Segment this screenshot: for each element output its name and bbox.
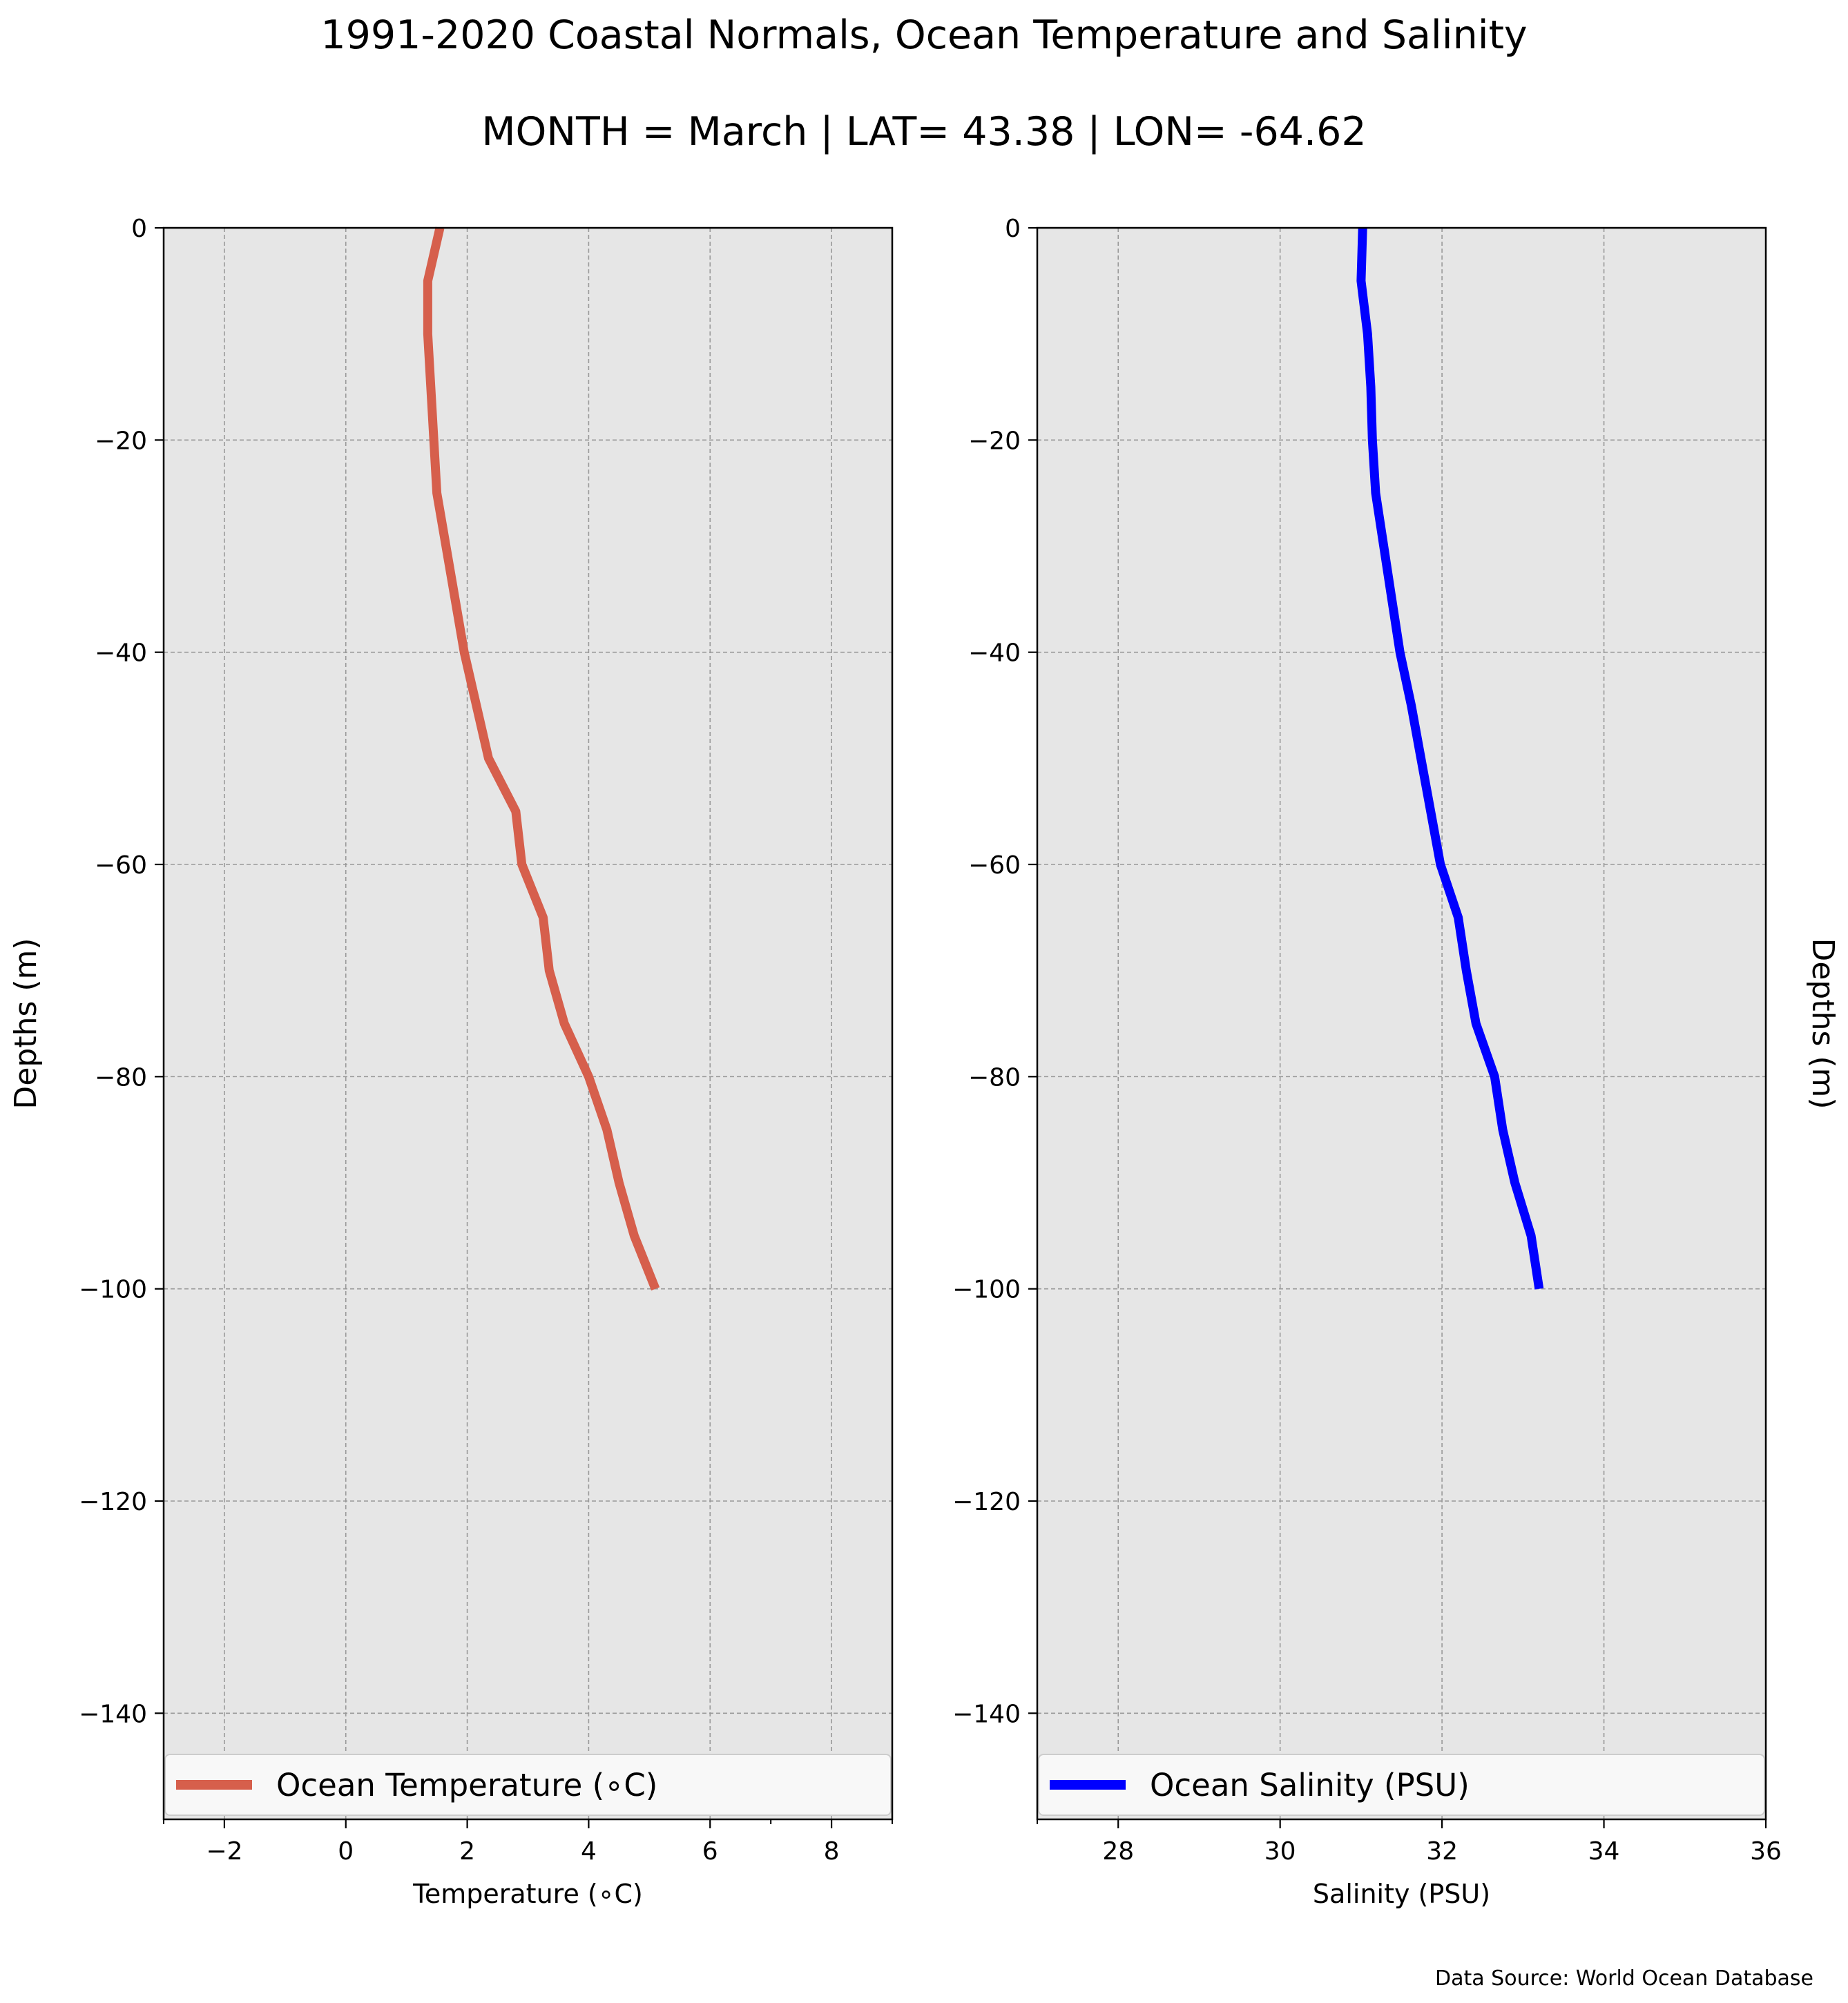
y-axis-label: Depths (m) xyxy=(8,938,44,1109)
legend-label: Ocean Salinity (PSU) xyxy=(1150,1767,1470,1803)
x-axis-label: Temperature (∘C) xyxy=(412,1879,643,1909)
x-tick-label: 6 xyxy=(702,1837,718,1866)
figure-title: 1991-2020 Coastal Normals, Ocean Tempera… xyxy=(320,12,1527,58)
y-tick-label: −120 xyxy=(79,1488,147,1516)
temperature-panel: Ocean Temperature (∘C)−2 0 2 4 6 80−20−40−60−… xyxy=(8,215,894,1909)
series-line xyxy=(1356,227,1544,1290)
x-tick-label: −2 xyxy=(206,1837,242,1866)
x-tick-label: 0 xyxy=(338,1837,354,1866)
y-tick-label: −100 xyxy=(79,1276,147,1304)
y-axis-label: Depths (m) xyxy=(1805,938,1840,1109)
figure-subtitle: MONTH = March | LAT= 43.38 | LON= -64.62 xyxy=(481,109,1366,155)
y-tick-label: 0 xyxy=(1005,215,1021,243)
y-tick-label: 0 xyxy=(131,215,147,243)
x-tick-label: 4 xyxy=(581,1837,597,1866)
plot-area-background xyxy=(1037,228,1766,1819)
y-tick-label: −20 xyxy=(968,427,1021,455)
y-tick-label: −80 xyxy=(95,1063,147,1092)
plot-area-background xyxy=(164,228,892,1819)
y-tick-label: −60 xyxy=(968,851,1021,880)
y-tick-label: −20 xyxy=(95,427,147,455)
legend-box xyxy=(164,1754,892,1816)
x-tick-label: 32 xyxy=(1426,1837,1458,1866)
y-tick-label: −40 xyxy=(95,639,147,668)
y-tick-label: −140 xyxy=(952,1700,1021,1728)
y-tick-label: −120 xyxy=(952,1488,1021,1516)
y-tick-label: −100 xyxy=(952,1276,1021,1304)
salinity-panel: Ocean Salinity (PSU) 28 30 32 34 36 0 −20 −40 −60… xyxy=(952,215,1840,1909)
series-line xyxy=(423,226,660,1291)
data-source-note: Data Source: World Ocean Database xyxy=(1435,1966,1813,1991)
x-axis-label: Salinity (PSU) xyxy=(1313,1879,1490,1909)
axes-frame xyxy=(162,226,894,1821)
x-tick-label: 2 xyxy=(459,1837,475,1866)
x-tick-label: 34 xyxy=(1588,1837,1620,1866)
y-tick-label: −80 xyxy=(968,1063,1021,1092)
y-tick-label: −140 xyxy=(79,1700,147,1728)
axes-frame xyxy=(1036,226,1767,1821)
x-tick-label: 28 xyxy=(1102,1837,1134,1866)
y-tick-label: −60 xyxy=(95,851,147,880)
x-tick-label: 30 xyxy=(1264,1837,1296,1866)
x-tick-label: 36 xyxy=(1750,1837,1782,1866)
y-tick-label: −40 xyxy=(968,639,1021,668)
legend-box xyxy=(1038,1754,1765,1816)
x-tick-label: 8 xyxy=(824,1837,840,1866)
legend-label: Ocean Temperature (∘C) xyxy=(276,1767,657,1803)
